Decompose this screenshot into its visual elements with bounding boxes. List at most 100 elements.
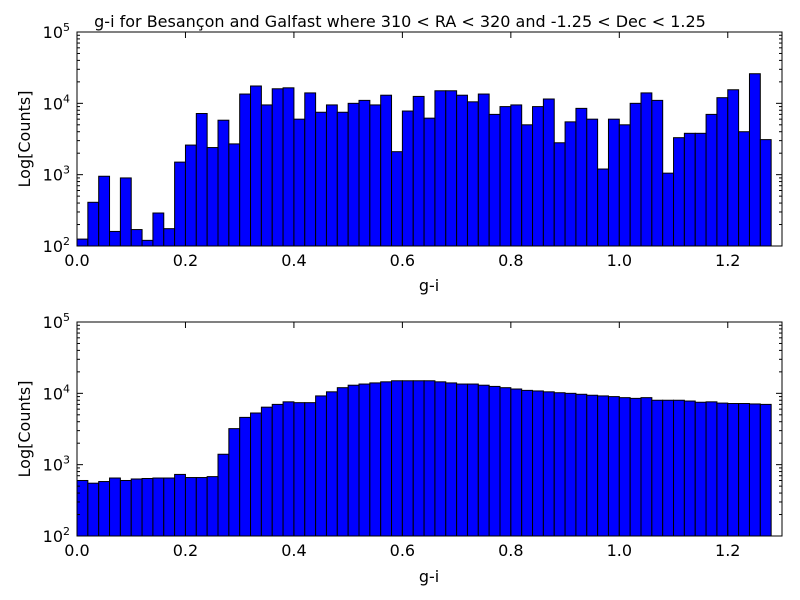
bottom-histogram-bar bbox=[119, 479, 132, 537]
top-x-axis-label: g-i bbox=[419, 276, 439, 295]
top-histogram-bar bbox=[239, 93, 252, 247]
bottom-histogram-bar bbox=[521, 389, 534, 537]
bottom-x-tick-label: 1.2 bbox=[715, 541, 740, 560]
bottom-histogram-bar bbox=[542, 391, 555, 537]
bottom-histogram-bar bbox=[640, 397, 653, 537]
bottom-x-tick-label: 1.0 bbox=[607, 541, 632, 560]
bottom-x-tick-label: 0.2 bbox=[173, 541, 198, 560]
bottom-histogram-bar bbox=[445, 382, 458, 537]
bottom-histogram-bar bbox=[629, 397, 642, 537]
top-histogram-bar bbox=[76, 238, 89, 247]
bottom-histogram-bar bbox=[336, 387, 349, 537]
top-x-tick-label: 0.4 bbox=[281, 251, 306, 270]
bottom-histogram-bar bbox=[130, 478, 143, 537]
bottom-histogram-bar bbox=[87, 482, 100, 537]
bottom-histogram-bar bbox=[759, 403, 772, 537]
bottom-histogram-bar bbox=[195, 477, 208, 537]
top-x-tick-label: 0.6 bbox=[390, 251, 415, 270]
bottom-y-tick-label: 103 bbox=[43, 454, 70, 475]
top-histogram-bar bbox=[564, 121, 577, 247]
top-histogram-bar bbox=[748, 73, 761, 247]
top-histogram-bar bbox=[499, 106, 512, 247]
bottom-y-tick-label: 104 bbox=[43, 382, 70, 403]
top-histogram-bar bbox=[195, 113, 208, 247]
top-histogram-bar bbox=[315, 111, 327, 247]
top-histogram-bar bbox=[282, 87, 295, 247]
bottom-histogram-bar bbox=[564, 392, 577, 537]
top-histogram-bar bbox=[597, 168, 609, 247]
bottom-histogram-bar bbox=[325, 391, 338, 537]
bottom-x-tick-label: 0.6 bbox=[390, 541, 415, 560]
top-histogram-bar bbox=[456, 94, 468, 247]
bottom-histogram-bar bbox=[532, 390, 544, 537]
top-x-tick-label: 1.2 bbox=[715, 251, 740, 270]
bottom-histogram-bar bbox=[347, 384, 360, 537]
top-histogram-bar bbox=[423, 117, 436, 247]
bottom-histogram-bar bbox=[705, 401, 718, 537]
top-histogram-bar bbox=[575, 107, 588, 247]
bottom-histogram-bar bbox=[510, 388, 523, 537]
bottom-histogram-bar bbox=[423, 380, 436, 537]
top-histogram-bar bbox=[217, 119, 230, 247]
top-histogram-bar bbox=[380, 94, 393, 247]
top-histogram-bar bbox=[629, 102, 642, 247]
bottom-histogram-bar bbox=[369, 382, 382, 537]
top-histogram-bar bbox=[759, 139, 772, 247]
top-histogram-bar bbox=[694, 132, 707, 247]
bottom-histogram-panel: 0.0 0.2 0.4 0.6 0.8 1.0 1.2 102 103 104 105 bbox=[43, 311, 783, 560]
top-y-tick-label: 103 bbox=[43, 164, 70, 185]
bottom-histogram-bar bbox=[380, 381, 393, 537]
top-axes-frame bbox=[76, 31, 783, 247]
bottom-histogram-bar bbox=[434, 381, 447, 537]
bottom-histogram-bar bbox=[673, 399, 685, 537]
top-histogram-bar bbox=[250, 85, 262, 247]
bottom-x-axis-label: g-i bbox=[419, 567, 439, 586]
top-histogram-bar bbox=[477, 93, 490, 247]
top-histogram-bar bbox=[434, 90, 447, 247]
top-y-axis-label: Log[Counts] bbox=[15, 91, 34, 188]
top-histogram-bar bbox=[358, 99, 371, 247]
bottom-histogram-bar bbox=[304, 402, 317, 537]
top-histogram-bar bbox=[716, 97, 729, 247]
top-histogram-bar bbox=[130, 229, 143, 247]
bottom-histogram-bar bbox=[586, 394, 599, 537]
top-histogram-bar bbox=[445, 90, 458, 247]
top-histogram-bar bbox=[304, 92, 317, 247]
top-x-tick-label: 0.2 bbox=[173, 251, 198, 270]
top-histogram-bar bbox=[532, 106, 544, 247]
top-histogram-bar bbox=[152, 212, 165, 247]
top-histogram-bar bbox=[174, 161, 186, 247]
top-histogram-bar bbox=[163, 228, 176, 247]
bottom-histogram-bar bbox=[651, 399, 664, 537]
top-histogram-bar bbox=[488, 113, 501, 247]
top-x-tick-label: 1.0 bbox=[607, 251, 632, 270]
bottom-histogram-bar bbox=[456, 383, 468, 537]
top-histogram-bar bbox=[401, 110, 414, 247]
top-histogram-bar bbox=[521, 124, 534, 247]
top-histogram-bar bbox=[347, 102, 360, 247]
bottom-histogram-bar bbox=[391, 380, 403, 537]
bottom-histogram-bar bbox=[488, 385, 501, 537]
bottom-histogram-bar bbox=[358, 383, 371, 537]
bottom-histogram-bar bbox=[412, 380, 425, 537]
top-histogram-bar bbox=[618, 124, 631, 247]
bottom-histogram-bar bbox=[293, 402, 306, 537]
bottom-histogram-bar bbox=[184, 477, 197, 537]
top-y-tick-label: 102 bbox=[43, 235, 70, 256]
bottom-histogram-bar bbox=[662, 399, 675, 537]
bottom-x-tick-label: 0.0 bbox=[64, 541, 89, 560]
bottom-axes-frame bbox=[76, 321, 783, 537]
top-histogram-bar bbox=[466, 101, 479, 247]
bottom-histogram-bar bbox=[607, 396, 620, 537]
bottom-histogram-bar bbox=[217, 453, 230, 537]
top-histogram-bar bbox=[607, 118, 620, 247]
top-histogram-panel: 0.0 0.2 0.4 0.6 0.8 1.0 1.2 102 103 104 105 bbox=[43, 21, 783, 270]
top-histogram-bar bbox=[141, 239, 154, 247]
bottom-histogram-bar bbox=[239, 416, 252, 537]
top-histogram-bar bbox=[228, 143, 241, 247]
top-histogram-bar bbox=[662, 172, 675, 247]
bottom-histogram-bar bbox=[499, 387, 512, 537]
bottom-histogram-bar bbox=[727, 403, 740, 537]
bottom-histogram-bar bbox=[597, 395, 609, 537]
